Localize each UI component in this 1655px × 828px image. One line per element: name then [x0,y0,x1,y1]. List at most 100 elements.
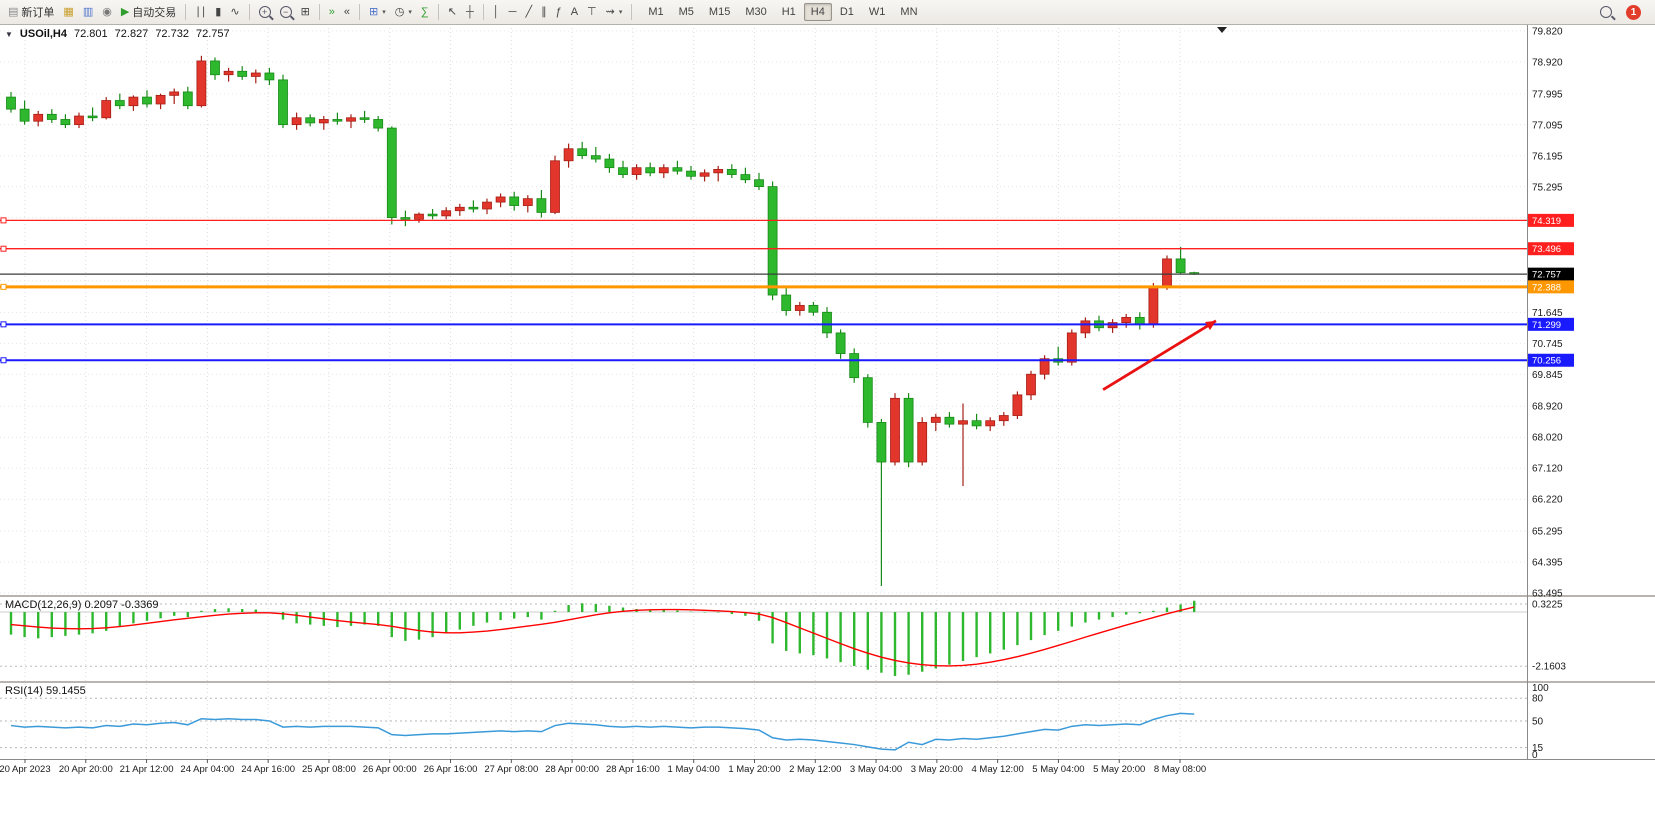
candle-body [169,91,180,96]
time-axis-label: 20 Apr 20:00 [59,764,113,775]
line-chart-button[interactable]: ∿ [226,1,243,23]
trendline-button[interactable]: ╱ [521,1,536,23]
time-axis-label: 26 Apr 16:00 [424,764,478,775]
toolbar-separator [359,4,361,20]
candle-body [346,117,356,122]
channel-button[interactable]: ∥ [537,1,551,23]
candle-body [182,91,193,107]
price-scale[interactable] [1527,24,1655,760]
cursor-button[interactable]: ↖ [444,1,461,23]
price-axis-label: 77.995 [1532,89,1563,100]
line-handle[interactable] [0,245,7,252]
new-chart-button[interactable]: ⊞ ▾ [365,1,390,23]
time-axis-label: 5 May 04:00 [1032,764,1084,775]
candle-body [414,213,424,220]
timeframe-M30[interactable]: M30 [745,6,767,18]
indicators-button[interactable]: ∑ [417,1,433,23]
signals-icon: ◉ [102,5,112,18]
signals-button[interactable]: ◉ [98,1,116,23]
price-tag [1528,317,1574,331]
candle-body [563,148,574,162]
candle-body [903,397,914,463]
line-handle[interactable] [0,217,7,224]
new-order-button[interactable]: ▤ 新订单 [4,1,58,23]
time-scale[interactable] [0,760,1655,780]
fibonacci-button[interactable]: ƒ [552,1,566,23]
rsi-axis-label: 0 [1532,750,1538,761]
toolbar-separator [318,4,320,20]
notification-badge[interactable]: 1 [1626,4,1641,20]
price-axis-label: 68.020 [1532,433,1563,444]
timeframe-M1[interactable]: M1 [648,6,664,18]
timeframe-H1[interactable]: H1 [781,6,796,18]
candle-body [250,72,261,77]
candle-body [46,113,57,120]
candle-body [155,94,166,105]
trend-arrow-head[interactable] [1205,320,1216,331]
timeframe-M5[interactable]: M5 [678,6,694,18]
horizontal-line-button[interactable]: ─ [505,1,521,23]
zoom-out-button[interactable]: − [276,1,296,23]
profiles-button[interactable]: ▥ [79,1,97,23]
toolbar-separator [185,4,187,20]
time-axis-label: 3 May 20:00 [911,764,963,775]
price-axis-label: 63.495 [1532,589,1563,600]
price-tag-text: 70.256 [1532,356,1561,367]
candle-body [196,60,207,107]
label-button[interactable]: ⊤ [583,1,601,23]
candle-body [482,201,492,210]
tile-windows-button[interactable]: ⊞ [297,1,314,23]
candle-body [876,422,887,463]
chart-shift-button[interactable]: « [340,1,354,23]
line-handle[interactable] [0,321,7,328]
trend-arrow[interactable] [1102,319,1217,391]
cursor-icon: ↖ [447,5,457,18]
autotrading-button[interactable]: ▶ 自动交易 [117,1,180,23]
time-axis-label: 20 Apr 2023 [0,764,51,775]
candle-body [441,210,452,217]
candle-body [454,206,465,212]
timeframe-H4[interactable]: H4 [803,3,832,21]
price-axis-label: 76.195 [1532,151,1563,162]
timeframe-W1[interactable]: W1 [868,6,886,18]
text-button[interactable]: A [567,1,582,23]
price-tag [1528,213,1574,227]
line-handle[interactable] [0,283,7,290]
candle-body [890,397,900,463]
timeframe-M15[interactable]: M15 [708,6,731,18]
auto-scroll-button[interactable]: » [325,1,339,23]
pane-separator[interactable] [0,595,1655,597]
time-axis-label: 1 May 20:00 [728,764,780,775]
time-axis-label: 21 Apr 12:00 [120,764,174,775]
candle-body [6,96,16,110]
line-handle[interactable] [0,357,7,364]
chart-shift-marker[interactable] [1217,27,1227,33]
candle-body [33,113,44,122]
candle-body [862,377,873,423]
search-button[interactable] [1596,1,1616,23]
arrows-button[interactable]: ⇝ ▾ [602,1,627,23]
quick-trade-expand-icon[interactable]: ▼ [5,29,13,39]
trendline-icon: ╱ [525,5,533,18]
candle-body [495,196,506,203]
vertical-line-icon: │ [492,5,500,18]
crosshair-button[interactable]: ┼ [462,1,478,23]
charts-button[interactable]: ▦ [59,1,77,23]
timeframe-D1[interactable]: D1 [839,6,854,18]
candle-body [1134,317,1145,325]
bar-chart-button[interactable]: ∣∣ [191,1,210,23]
zoom-in-button[interactable]: + [255,1,275,23]
timeframe-MN[interactable]: MN [900,6,918,18]
period-button[interactable]: ◷ ▾ [391,1,416,23]
candle-body [509,196,520,206]
zoom-out-icon: − [279,6,292,18]
vertical-line-button[interactable]: │ [489,1,504,23]
price-axis-label: 67.120 [1532,464,1563,475]
pane-separator[interactable] [0,681,1655,683]
macd-signal-line [10,606,1195,667]
autotrading-label: 自动交易 [132,7,177,19]
fibonacci-icon: ƒ [555,5,562,18]
candlestick-button[interactable]: ▮ [211,1,225,23]
candle-body [60,119,71,126]
